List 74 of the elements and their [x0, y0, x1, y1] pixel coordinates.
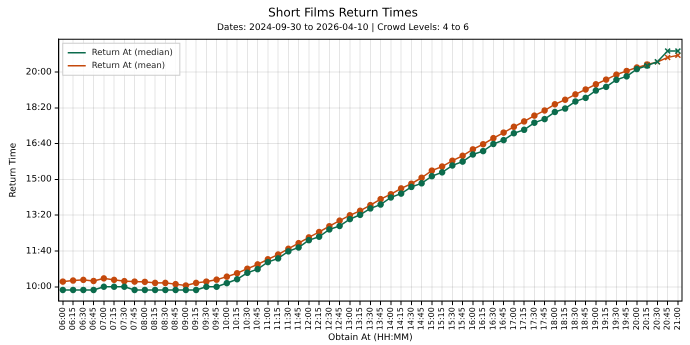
chart-subtitle: Dates: 2024-09-30 to 2026-04-10 | Crowd Levels: 4 to 6: [217, 23, 470, 34]
x-tick-label: 08:45: [170, 307, 180, 330]
x-tick-label: 17:00: [508, 307, 518, 330]
x-tick-label: 13:45: [376, 307, 385, 330]
y-tick-label: 11:40: [26, 246, 52, 256]
x-tick-label: 13:00: [344, 307, 354, 330]
x-tick-label: 15:00: [426, 307, 436, 330]
x-tick-label: 06:15: [68, 307, 78, 330]
x-tick-label: 18:00: [550, 307, 559, 330]
x-tick-label: 11:30: [283, 307, 292, 330]
x-tick-label: 08:30: [160, 307, 170, 330]
x-tick-label: 09:15: [191, 307, 200, 330]
x-tick-label: 06:45: [88, 307, 98, 330]
chart-title: Short Films Return Times: [268, 5, 418, 20]
y-tick-label: 20:00: [26, 67, 52, 78]
x-tick-label: 06:00: [58, 307, 67, 330]
x-tick-label: 07:45: [130, 307, 139, 330]
x-tick-label: 15:30: [447, 307, 456, 330]
x-tick-label: 10:30: [242, 307, 252, 330]
x-tick-label: 18:15: [560, 307, 570, 330]
x-tick-label: 11:00: [262, 307, 272, 330]
x-tick-label: 17:45: [540, 307, 549, 330]
x-tick-label: 20:30: [652, 307, 662, 330]
x-tick-label: 13:15: [355, 307, 364, 330]
x-tick-label: 15:45: [458, 307, 467, 330]
x-tick-label: 20:00: [632, 307, 641, 330]
x-tick-label: 17:15: [519, 307, 528, 330]
x-tick-label: 16:30: [488, 307, 498, 330]
x-tick-label: 06:30: [78, 307, 88, 330]
x-tick-label: 12:45: [334, 307, 344, 330]
x-tick-label: 14:45: [416, 307, 426, 330]
x-tick-label: 20:15: [642, 307, 652, 330]
x-tick-label: 18:30: [570, 307, 580, 330]
y-tick-label: 10:00: [26, 282, 52, 292]
y-tick-label: 16:40: [26, 138, 52, 149]
x-tick-label: 13:30: [365, 307, 374, 330]
x-tick-label: 12:30: [324, 307, 334, 330]
x-tick-label: 10:00: [222, 307, 231, 330]
legend-label: Return At (median): [92, 48, 173, 58]
x-tick-label: 08:00: [140, 307, 149, 330]
x-tick-label: 21:00: [672, 307, 682, 330]
x-tick-label: 09:45: [212, 307, 221, 330]
x-tick-label: 08:15: [150, 307, 160, 330]
x-tick-label: 12:15: [314, 307, 324, 330]
x-tick-label: 07:00: [98, 307, 108, 330]
x-tick-label: 19:30: [611, 307, 620, 330]
x-tick-label: 20:45: [662, 307, 672, 330]
x-tick-label: 14:30: [406, 307, 416, 330]
y-tick-label: 13:20: [26, 210, 52, 221]
x-tick-label: 12:00: [304, 307, 313, 330]
x-tick-label: 07:30: [119, 307, 128, 330]
x-tick-label: 16:00: [468, 307, 477, 330]
x-tick-label: 18:45: [580, 307, 590, 330]
x-tick-label: 16:45: [498, 307, 508, 330]
x-tick-label: 19:00: [590, 307, 600, 330]
x-tick-label: 10:45: [252, 307, 262, 330]
y-tick-label: 18:20: [26, 103, 52, 114]
x-tick-label: 11:45: [294, 307, 303, 330]
x-tick-label: 07:15: [109, 307, 118, 330]
legend-label: Return At (mean): [92, 60, 166, 71]
x-tick-label: 19:15: [601, 307, 610, 330]
x-tick-label: 17:30: [529, 307, 538, 330]
x-tick-label: 14:00: [386, 307, 395, 330]
x-tick-label: 09:00: [180, 307, 190, 330]
x-tick-label: 15:15: [437, 307, 446, 330]
x-axis-title: Obtain At (HH:MM): [328, 332, 413, 343]
x-tick-label: 16:15: [478, 307, 488, 330]
x-tick-label: 19:45: [622, 307, 631, 330]
x-tick-label: 09:30: [201, 307, 210, 330]
x-tick-label: 14:15: [396, 307, 406, 330]
x-tick-label: 10:15: [232, 307, 242, 330]
y-tick-label: 15:00: [26, 174, 52, 185]
x-tick-label: 11:15: [273, 307, 282, 330]
y-axis-title: Return Time: [8, 142, 19, 198]
